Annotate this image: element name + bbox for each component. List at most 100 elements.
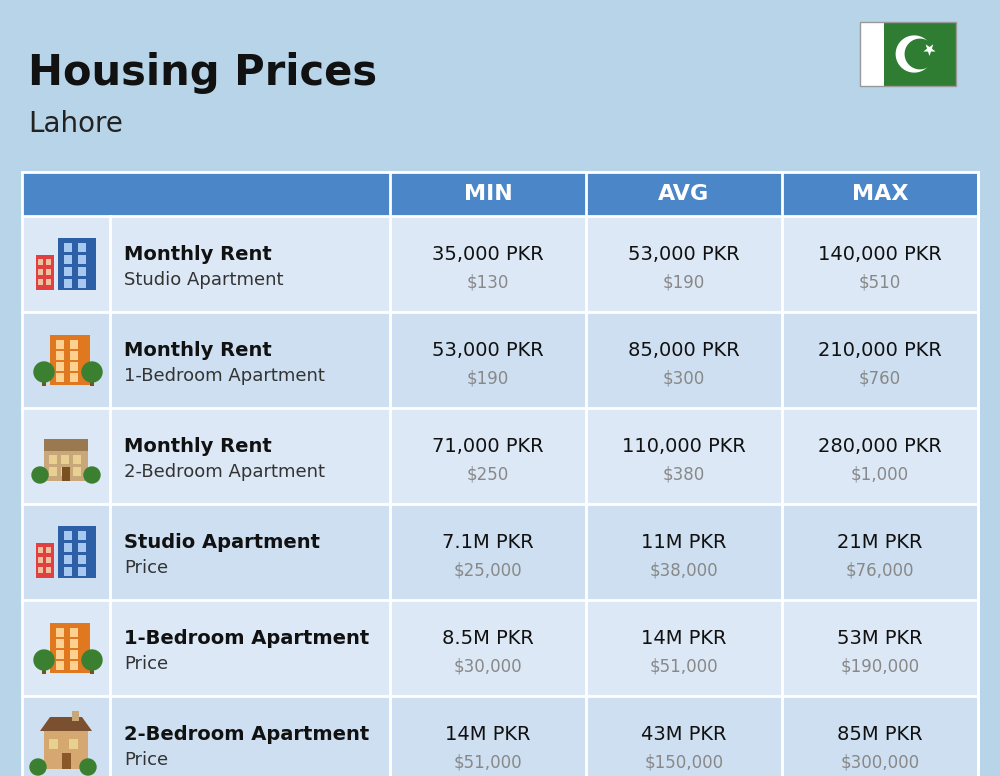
- FancyBboxPatch shape: [46, 567, 51, 573]
- FancyBboxPatch shape: [62, 753, 71, 769]
- Text: $190: $190: [663, 273, 705, 291]
- Polygon shape: [896, 36, 932, 72]
- FancyBboxPatch shape: [64, 543, 72, 552]
- Text: $380: $380: [663, 465, 705, 483]
- Text: $30,000: $30,000: [454, 657, 522, 675]
- Text: $38,000: $38,000: [650, 561, 718, 579]
- Text: $190: $190: [467, 369, 509, 387]
- FancyBboxPatch shape: [44, 439, 88, 481]
- FancyBboxPatch shape: [64, 279, 72, 288]
- FancyBboxPatch shape: [56, 362, 64, 371]
- FancyBboxPatch shape: [36, 255, 54, 290]
- FancyBboxPatch shape: [64, 567, 72, 576]
- FancyBboxPatch shape: [64, 243, 72, 252]
- FancyBboxPatch shape: [64, 531, 72, 540]
- Text: 14M PKR: 14M PKR: [641, 629, 727, 647]
- Text: 110,000 PKR: 110,000 PKR: [622, 436, 746, 456]
- Text: Price: Price: [124, 751, 168, 769]
- Text: 53,000 PKR: 53,000 PKR: [628, 244, 740, 264]
- FancyBboxPatch shape: [78, 243, 86, 252]
- Polygon shape: [923, 44, 936, 56]
- FancyBboxPatch shape: [44, 439, 88, 451]
- FancyBboxPatch shape: [78, 543, 86, 552]
- Circle shape: [80, 759, 96, 775]
- FancyBboxPatch shape: [62, 467, 70, 481]
- Text: 71,000 PKR: 71,000 PKR: [432, 436, 544, 456]
- FancyBboxPatch shape: [56, 373, 64, 382]
- FancyBboxPatch shape: [42, 378, 46, 386]
- Text: Monthly Rent: Monthly Rent: [124, 341, 272, 359]
- Text: $25,000: $25,000: [454, 561, 522, 579]
- Text: 8.5M PKR: 8.5M PKR: [442, 629, 534, 647]
- Text: 2-Bedroom Apartment: 2-Bedroom Apartment: [124, 725, 369, 743]
- FancyBboxPatch shape: [90, 666, 94, 674]
- Text: 11M PKR: 11M PKR: [641, 532, 727, 552]
- Text: Lahore: Lahore: [28, 110, 123, 138]
- FancyBboxPatch shape: [70, 628, 78, 637]
- FancyBboxPatch shape: [22, 600, 978, 696]
- FancyBboxPatch shape: [56, 628, 64, 637]
- Text: 1-Bedroom Apartment: 1-Bedroom Apartment: [124, 629, 369, 647]
- FancyBboxPatch shape: [22, 696, 978, 776]
- FancyBboxPatch shape: [70, 373, 78, 382]
- Text: 43M PKR: 43M PKR: [641, 725, 727, 743]
- FancyBboxPatch shape: [56, 650, 64, 659]
- FancyBboxPatch shape: [73, 455, 81, 464]
- FancyBboxPatch shape: [38, 567, 43, 573]
- FancyBboxPatch shape: [56, 340, 64, 349]
- Text: $76,000: $76,000: [846, 561, 914, 579]
- FancyBboxPatch shape: [64, 267, 72, 276]
- Polygon shape: [40, 717, 92, 731]
- FancyBboxPatch shape: [38, 279, 43, 285]
- Text: $51,000: $51,000: [454, 753, 522, 771]
- Circle shape: [82, 650, 102, 670]
- Text: $1,000: $1,000: [851, 465, 909, 483]
- FancyBboxPatch shape: [49, 739, 58, 749]
- FancyBboxPatch shape: [69, 739, 78, 749]
- FancyBboxPatch shape: [78, 279, 86, 288]
- FancyBboxPatch shape: [61, 467, 69, 476]
- FancyBboxPatch shape: [860, 22, 884, 86]
- Text: 140,000 PKR: 140,000 PKR: [818, 244, 942, 264]
- FancyBboxPatch shape: [46, 269, 51, 275]
- FancyBboxPatch shape: [56, 351, 64, 360]
- FancyBboxPatch shape: [42, 666, 46, 674]
- Text: Studio Apartment: Studio Apartment: [124, 271, 284, 289]
- FancyBboxPatch shape: [70, 639, 78, 648]
- Polygon shape: [905, 40, 935, 69]
- Circle shape: [30, 759, 46, 775]
- Circle shape: [32, 467, 48, 483]
- Text: 53,000 PKR: 53,000 PKR: [432, 341, 544, 359]
- FancyBboxPatch shape: [56, 639, 64, 648]
- Text: $190,000: $190,000: [840, 657, 920, 675]
- FancyBboxPatch shape: [58, 238, 96, 290]
- FancyBboxPatch shape: [38, 259, 43, 265]
- FancyBboxPatch shape: [78, 567, 86, 576]
- FancyBboxPatch shape: [64, 555, 72, 564]
- FancyBboxPatch shape: [70, 362, 78, 371]
- Text: MIN: MIN: [464, 184, 512, 204]
- FancyBboxPatch shape: [70, 650, 78, 659]
- FancyBboxPatch shape: [38, 557, 43, 563]
- Text: 1-Bedroom Apartment: 1-Bedroom Apartment: [124, 367, 325, 385]
- FancyBboxPatch shape: [46, 259, 51, 265]
- FancyBboxPatch shape: [22, 312, 978, 408]
- Text: Price: Price: [124, 559, 168, 577]
- Text: $760: $760: [859, 369, 901, 387]
- Text: $300,000: $300,000: [840, 753, 920, 771]
- FancyBboxPatch shape: [49, 455, 57, 464]
- Text: 21M PKR: 21M PKR: [837, 532, 923, 552]
- FancyBboxPatch shape: [38, 547, 43, 553]
- FancyBboxPatch shape: [22, 216, 978, 312]
- FancyBboxPatch shape: [61, 455, 69, 464]
- FancyBboxPatch shape: [78, 267, 86, 276]
- FancyBboxPatch shape: [22, 172, 978, 216]
- Circle shape: [34, 650, 54, 670]
- FancyBboxPatch shape: [70, 351, 78, 360]
- FancyBboxPatch shape: [884, 22, 956, 86]
- FancyBboxPatch shape: [36, 543, 54, 578]
- Text: 14M PKR: 14M PKR: [445, 725, 531, 743]
- Text: Studio Apartment: Studio Apartment: [124, 532, 320, 552]
- Text: AVG: AVG: [658, 184, 710, 204]
- FancyBboxPatch shape: [64, 255, 72, 264]
